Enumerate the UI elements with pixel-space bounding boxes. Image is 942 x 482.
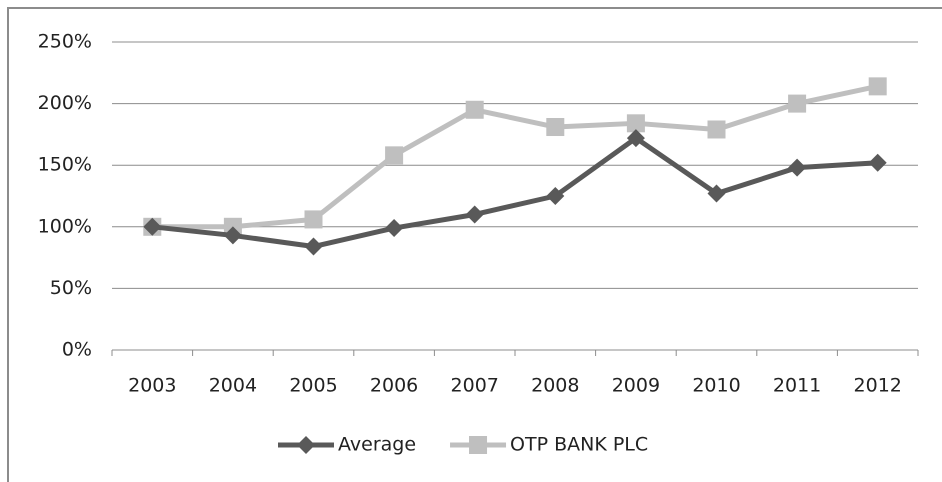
x-tick-label: 2003: [128, 375, 176, 397]
point: [465, 205, 484, 224]
point: [546, 118, 565, 137]
point: [868, 77, 887, 96]
point: [469, 436, 488, 454]
point: [385, 146, 404, 165]
y-tick-label: 250%: [38, 31, 92, 53]
y-tick-label: 200%: [38, 92, 92, 114]
y-tick-label: 50%: [50, 277, 92, 299]
y-tick-label: 0%: [62, 339, 92, 361]
x-tick-label: 2009: [612, 375, 660, 397]
point: [143, 217, 162, 236]
legend-label: OTP BANK PLC: [510, 434, 648, 456]
series-line: [152, 135, 878, 250]
point: [626, 129, 645, 148]
point: [707, 184, 726, 203]
point: [304, 210, 323, 229]
x-tick-label: 2005: [289, 375, 337, 397]
x-tick-label: 2008: [531, 375, 579, 397]
x-tick-label: 2006: [370, 375, 418, 397]
point: [385, 219, 404, 238]
point: [626, 114, 645, 133]
y-tick-label: 100%: [38, 215, 92, 237]
x-tick-label: 2007: [451, 375, 499, 397]
point: [297, 436, 315, 454]
point: [304, 237, 323, 256]
point: [465, 100, 484, 119]
point: [707, 120, 726, 139]
y-tick-label: 150%: [38, 154, 92, 176]
point: [868, 153, 887, 172]
chart-frame: [7, 7, 942, 482]
point: [788, 158, 807, 177]
x-tick-label: 2010: [692, 375, 740, 397]
point: [788, 94, 807, 113]
x-tick-label: 2004: [209, 375, 257, 397]
point: [223, 226, 242, 245]
point: [546, 187, 565, 205]
legend-label: Average: [338, 434, 416, 456]
series-line: [152, 83, 879, 230]
x-tick-label: 2011: [773, 375, 821, 397]
x-tick-label: 2012: [854, 375, 902, 397]
